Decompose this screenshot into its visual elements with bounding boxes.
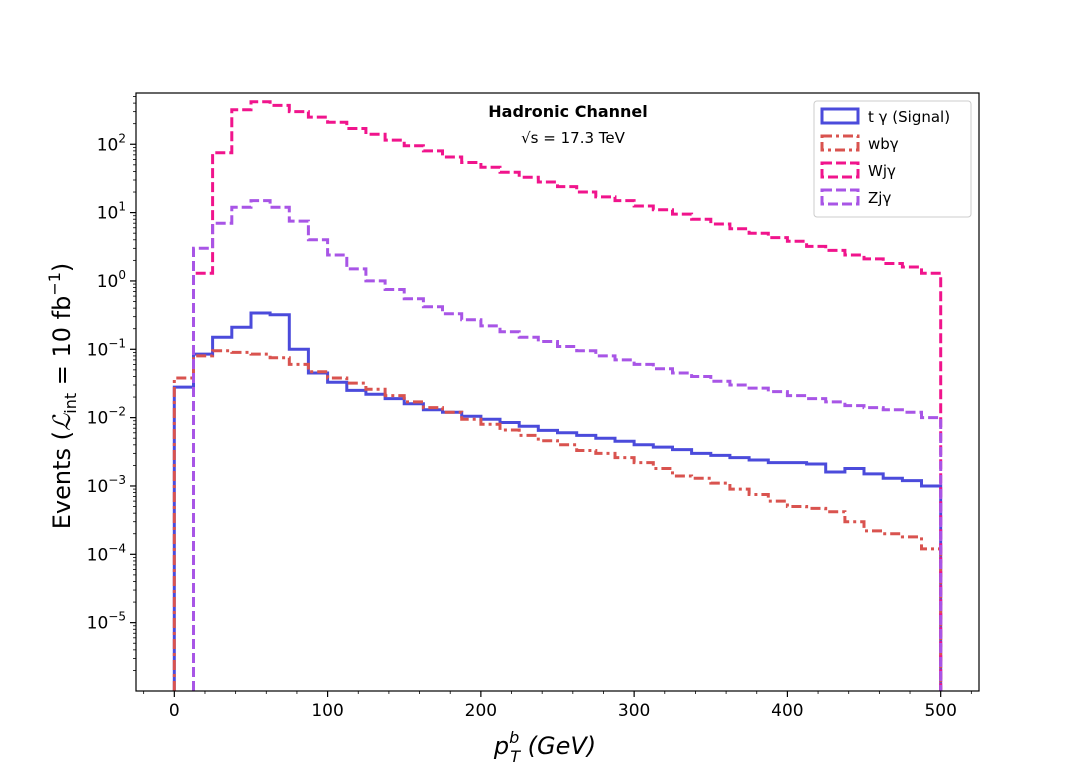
series-line-2 (192, 100, 943, 691)
y-tick-label-5: 100 (97, 268, 126, 292)
x-axis-label-sup: b (509, 728, 519, 747)
x-axis-label-unit: (GeV) (520, 732, 596, 760)
legend: t γ (Signal) wbγ Wjγ Zjγ (813, 100, 972, 218)
series-layer (172, 100, 943, 691)
x-tick-label-2: 200 (465, 701, 497, 721)
y-tick-label-7: 102 (97, 131, 126, 155)
y-axis-label-sub: int (61, 393, 80, 414)
legend-label-1: wbγ (868, 135, 899, 153)
chart-subtitle: √s = 17.3 TeV (521, 129, 625, 147)
y-axis-label-script: ℒ (48, 413, 76, 431)
y-axis-label-sup: −1 (45, 272, 64, 296)
legend-swatch-1 (820, 134, 860, 152)
legend-swatch-3 (820, 188, 860, 206)
x-axis-label-sub: T (510, 747, 521, 766)
x-tick-label-5: 500 (924, 701, 956, 721)
y-tick-label-3: 10−2 (87, 405, 126, 429)
legend-label-3: Zjγ (868, 189, 891, 207)
legend-entries: t γ (Signal) wbγ Wjγ Zjγ (820, 107, 950, 207)
y-axis-label: Events (ℒint = 10 fb−1) (45, 263, 80, 530)
legend-label-0: t γ (Signal) (868, 108, 950, 126)
x-tick-label-0: 0 (169, 701, 180, 721)
y-axis-label-prefix: Events ( (48, 431, 76, 529)
legend-label-2: Wjγ (868, 162, 896, 180)
series-line-3 (192, 199, 943, 691)
legend-frame (813, 100, 972, 218)
series-line-0 (172, 311, 943, 691)
y-tick-label-4: 10−1 (87, 336, 126, 360)
y-tick-label-1: 10−4 (87, 541, 126, 565)
y-axis-label-mid: = 10 fb (48, 296, 76, 393)
legend-swatch-0 (820, 107, 860, 125)
legend-swatch-2 (820, 161, 860, 179)
chart-title: Hadronic Channel (488, 102, 648, 121)
x-axis-label: pb T (GeV) (493, 728, 596, 766)
y-tick-label-2: 10−3 (87, 473, 126, 497)
y-tick-label-0: 10−5 (87, 610, 126, 634)
x-tick-label-1: 100 (311, 701, 343, 721)
x-tick-label-4: 400 (771, 701, 803, 721)
y-tick-label-6: 101 (97, 200, 126, 224)
axis-ticks: 0 100 200 300 400 500 10−5 10−4 10−3 10−2 10−1 100 1… (87, 96, 972, 721)
series-line-1 (172, 349, 943, 691)
x-tick-label-3: 300 (618, 701, 650, 721)
x-axis-label-main: p (493, 732, 509, 760)
plot-frame (135, 92, 980, 692)
y-axis-label-suffix: ) (48, 263, 76, 272)
